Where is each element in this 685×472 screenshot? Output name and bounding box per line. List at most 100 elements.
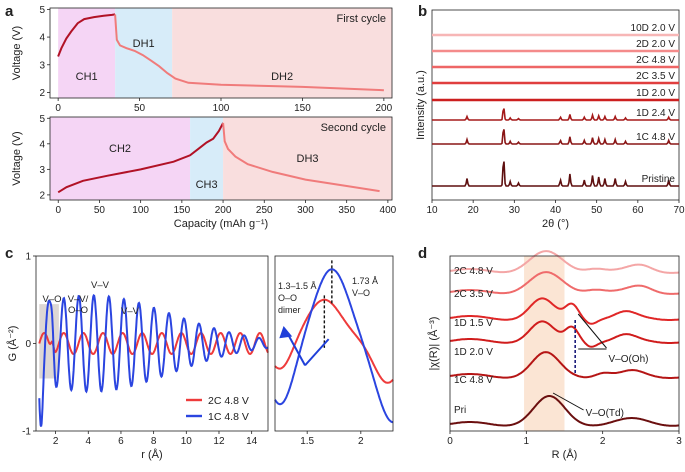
chart-b-series-line (432, 161, 679, 187)
chart-b-xtick-label: 40 (550, 205, 562, 216)
chart-d-highlight-band (524, 256, 565, 431)
chart-d-frame (449, 255, 680, 432)
chart-b-series-label: 1D 2.4 V (636, 108, 675, 119)
chart-a-bottom-series-line (222, 122, 380, 193)
chart-c-left-annotation: V–V/O–O (68, 294, 89, 316)
chart-a-top-region (115, 8, 173, 98)
chart-a-bottom-title: Second cycle (321, 122, 386, 134)
chart-a-bottom-xlabel: Capacity (mAh g⁻¹) (174, 218, 268, 230)
chart-d-series-label: 1D 2.0 V (454, 347, 493, 358)
chart-c-left-xtick-label: 12 (213, 436, 225, 447)
chart-d-series-label: 1C 4.8 V (454, 375, 493, 386)
chart-b-series-label: 1C 4.8 V (636, 132, 675, 143)
chart-c-left-annotation: V–O (42, 294, 61, 305)
chart-a-top-ytick-label: 4 (39, 33, 45, 44)
chart-b-xtick-label: 70 (673, 205, 685, 216)
chart-a-bottom-region-label: CH2 (109, 143, 131, 155)
chart-a-top-ytick-label: 5 (39, 5, 45, 16)
chart-d-series-label: 2C 3.5 V (454, 289, 493, 300)
chart-a-top-region-label: CH1 (76, 71, 98, 83)
chart-a-bottom-region (190, 117, 224, 200)
chart-a-bottom-xtick-label: 250 (256, 205, 273, 216)
chart-d-series-label: 2C 4.8 V (454, 266, 493, 277)
chart-c-left-xtick-label: 8 (151, 436, 157, 447)
chart-c-right-annotation: V–O (352, 288, 370, 298)
chart-d-xlabel: R (Å) (552, 448, 578, 461)
chart-c-left-annotation: V–V (91, 280, 110, 291)
chart-a-bottom-ylabel: Voltage (V) (11, 131, 23, 185)
chart-a-bottom-xtick-label: 300 (297, 205, 314, 216)
chart-d-series-label: 1D 1.5 V (454, 318, 493, 329)
chart-a-bottom-region-label: CH3 (196, 179, 218, 191)
chart-b-xtick-label: 10 (426, 205, 438, 216)
panel-letter-a: a (5, 3, 14, 20)
chart-c-left-xtick-label: 6 (118, 436, 124, 447)
chart-c-left-xtick-label: 2 (53, 436, 59, 447)
chart-b-series-line (432, 129, 679, 145)
chart-b-series-label: 2D 2.0 V (636, 39, 675, 50)
chart-d-leader-line (552, 392, 584, 411)
chart-b-xlabel: 2θ (°) (542, 218, 569, 230)
chart-c-left-xlabel: r (Å) (141, 448, 162, 461)
chart-c-left-annotation-line: O–O (68, 305, 88, 316)
panel-letter-c: c (5, 245, 13, 262)
chart-a-bottom-region (223, 117, 392, 200)
chart-d-series-line (449, 271, 680, 295)
chart-d-series-line (449, 351, 680, 379)
chart-c-left-ytick-label: 1 (25, 252, 31, 263)
chart-a-top-region-label: DH1 (133, 38, 155, 50)
chart-c-left-ylabel: G (Å⁻²) (6, 326, 19, 362)
chart-d-xtick-label: 2 (600, 436, 606, 447)
chart-a-bottom-region (50, 117, 191, 200)
chart-c-left-series-line (38, 331, 269, 356)
chart-a-top-ytick-label: 2 (39, 88, 45, 99)
chart-c-left-xtick-label: 14 (246, 436, 258, 447)
chart-a-top-title: First cycle (337, 13, 387, 25)
chart-c-left-xtick-label: 10 (181, 436, 193, 447)
chart-c-right-annotation: O–O (278, 293, 297, 303)
chart-b-xtick-label: 30 (509, 205, 521, 216)
chart-d-xtick-label: 0 (447, 436, 453, 447)
chart-a-bottom-xtick-label: 50 (94, 205, 106, 216)
chart-a-top-series-line (57, 13, 116, 57)
chart-a-bottom-xtick-label: 0 (55, 205, 61, 216)
chart-a-bottom-xtick-label: 400 (380, 205, 397, 216)
chart-d-series-line (449, 250, 680, 274)
chart-b-series-label: 10D 2.0 V (631, 23, 676, 34)
chart-d-series-label: Pri (454, 405, 466, 416)
chart-a-bottom-xtick-label: 150 (174, 205, 191, 216)
panel-letter-d: d (418, 245, 427, 262)
chart-a-bottom-ytick-label: 4 (39, 139, 45, 150)
chart-b-xtick-label: 50 (591, 205, 603, 216)
chart-a-top-xtick-label: 50 (134, 103, 146, 114)
chart-a-bottom-ytick-label: 3 (39, 165, 45, 176)
chart-c-right-xtick-label: 2 (358, 436, 364, 447)
chart-d-series-line (449, 297, 680, 325)
chart-b-ylabel: Intensity (a.u.) (415, 70, 427, 140)
chart-a-top-ylabel: Voltage (V) (11, 26, 23, 80)
chart-b-xtick-label: 20 (468, 205, 480, 216)
chart-c-right-annotation: dimer (278, 305, 301, 315)
chart-d-annotation: V–O(Td) (586, 408, 624, 419)
chart-a-bottom-series-line (57, 122, 224, 194)
chart-a-top-xtick-label: 100 (213, 103, 230, 114)
chart-d-leader-line (577, 313, 607, 349)
chart-c-left-annotation: V–V (121, 306, 140, 317)
chart-c-right-arrow-shaft (304, 338, 330, 367)
chart-c-right-arrow-shaft (285, 331, 306, 366)
chart-c-right-xtick-label: 1.5 (300, 436, 314, 447)
chart-c-right-annotation: 1.3–1.5 Å (278, 281, 317, 291)
chart-d-series-line (449, 320, 680, 348)
chart-c-left-legend-label: 1C 4.8 V (208, 411, 249, 423)
chart-a-bottom-frame (49, 116, 393, 201)
chart-d-series-line (449, 395, 680, 427)
chart-a-top-xtick-label: 200 (376, 103, 393, 114)
chart-b-series-label: 2C 3.5 V (636, 71, 675, 82)
chart-b-series-label: Pristine (642, 174, 676, 185)
chart-c-left-ytick-label: 0 (25, 339, 31, 350)
chart-a-top-region (58, 8, 116, 98)
chart-a-bottom-xtick-label: 350 (338, 205, 355, 216)
chart-c-left-annotation-line: V–V/ (68, 294, 89, 305)
